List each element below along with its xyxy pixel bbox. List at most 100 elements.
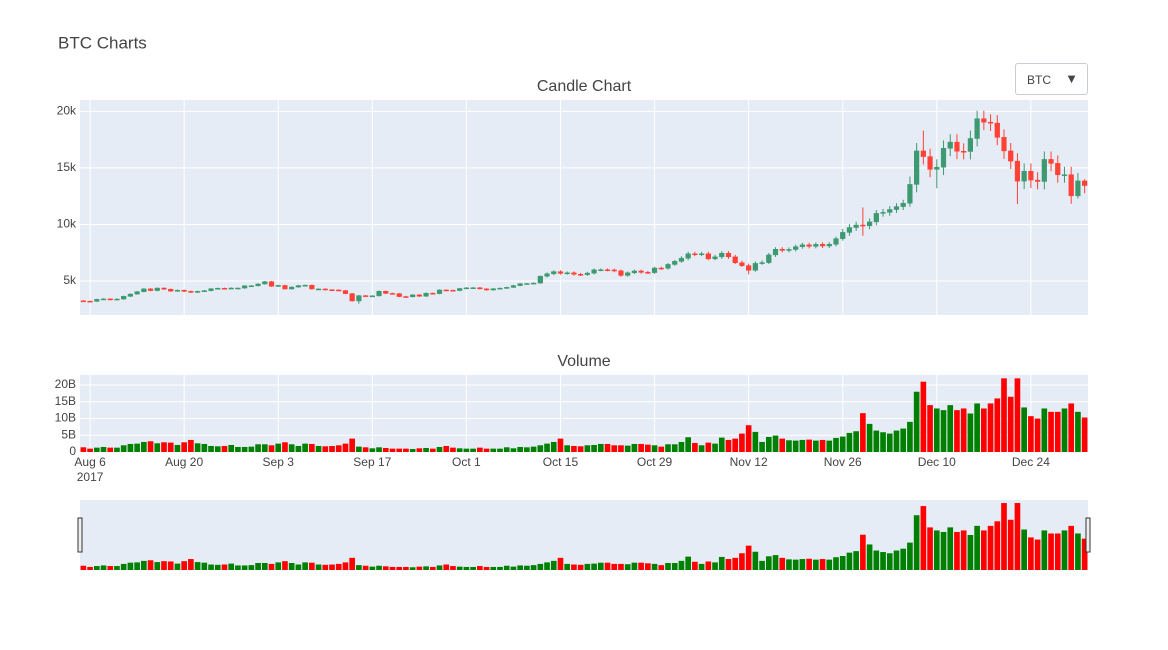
candle-body [121,296,127,300]
candle-body [604,269,611,271]
candle-body [1021,171,1027,182]
volume-bar [638,443,644,452]
range-slider-bar [80,565,87,570]
range-slider-bar [537,563,544,570]
candle-body [866,221,873,227]
range-slider-bar [161,561,167,570]
candle-body [376,290,382,297]
candle-body [510,285,517,288]
candle-body [584,272,590,275]
candle-body [893,206,900,210]
volume-bar [994,398,1001,452]
volume-bar [550,441,557,452]
range-slider-bar [792,559,799,570]
volume-bar [853,431,859,452]
candle-body [873,213,879,223]
volume-bar [356,446,362,452]
y-tick-label: 20B [55,377,76,391]
y-tick-label: 0 [69,444,76,458]
range-slider-bar [913,515,920,570]
range-slider-handle[interactable] [1085,517,1091,553]
range-slider-bar [477,566,483,570]
volume-bar [954,410,960,452]
volume-bar [214,446,221,452]
volume-bar [940,410,947,452]
range-slider-bar [167,561,174,570]
range-slider-bar [497,566,503,570]
range-slider-bar [994,521,1001,570]
volume-bar [685,437,691,452]
candle-body [907,184,913,204]
range-slider-bar [725,559,732,570]
candle-body [107,298,113,301]
candle-body [463,287,470,290]
range-slider-bar [409,567,416,570]
volume-bar [436,446,443,452]
candle-body [840,232,846,239]
candle-body [779,249,785,251]
candle-body [551,271,557,275]
volume-bar [241,446,248,452]
candle-body [497,287,503,290]
volume-bar [201,443,208,452]
candle-body [672,261,678,265]
range-slider-bar [732,557,739,570]
volume-bar [362,447,369,452]
range-slider-bar [201,562,208,570]
volume-bar [591,444,597,452]
candle-body [1068,174,1074,197]
candle-body [967,138,974,152]
volume-bar [671,444,678,452]
candle-body [383,290,389,294]
range-slider-bar [120,563,127,570]
range-slider-bar [920,506,927,570]
volume-bar [860,413,866,452]
range-slider-bg[interactable] [80,500,1088,570]
volume-bar [154,443,161,452]
volume-bar [1075,411,1081,452]
volume-bar [739,433,745,452]
candle-body [578,274,584,276]
candle-body [416,294,422,297]
candle-body [248,285,254,288]
volume-bar [893,430,900,452]
volume-bar [80,447,87,452]
volume-bar [1001,378,1007,452]
candle-body [940,148,947,168]
candle-body [403,296,409,298]
range-slider-handle[interactable] [77,517,83,553]
dropdown[interactable]: BTC ▼ [1015,63,1088,95]
volume-bar [826,440,833,452]
volume-bar [806,439,812,452]
range-slider-bar [967,535,974,570]
candle-body [309,284,315,290]
range-slider-bar [517,565,523,570]
candle-body [537,275,543,284]
x-tick-label: Sep 17 [353,455,391,469]
range-slider-bar [597,562,604,570]
volume-bar [517,446,523,452]
volume-bar [819,439,826,452]
candle-body [974,118,980,139]
range-slider-bar [261,563,268,570]
volume-bar [490,448,497,452]
range-slider-bar [483,566,490,570]
volume-bar [483,448,490,452]
candle-body [530,282,537,285]
volume-bar [147,441,154,452]
range-slider-bar [1028,537,1034,570]
candle-body [221,288,228,290]
candle-body [228,287,234,290]
range-slider-bar [443,564,450,570]
range-slider-bar [954,531,960,570]
range-slider-bar [416,566,423,570]
volume-bar [429,448,436,452]
candle-body [134,291,140,295]
volume-bar [329,445,335,452]
volume-bar [725,439,732,452]
candle-body [645,272,651,274]
candle-body [154,287,160,291]
volume-bar [167,442,174,452]
candle-body [362,295,369,297]
candle-body [181,289,187,292]
